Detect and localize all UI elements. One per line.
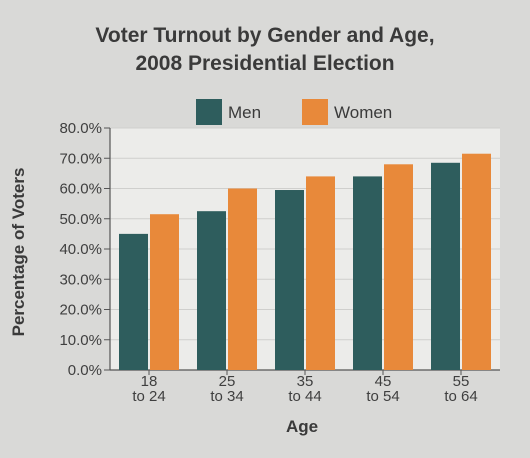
legend: Men Women [196, 99, 392, 125]
x-tick-label: 55 [453, 373, 470, 390]
bar-men-0 [119, 233, 148, 370]
x-tick-label: 18 [141, 373, 158, 390]
x-tick-label: 35 [297, 373, 314, 390]
bar-women-4 [462, 153, 491, 370]
y-tick-label: 30.0% [59, 271, 102, 288]
y-tick-label: 40.0% [59, 241, 102, 258]
y-tick-label: 10.0% [59, 332, 102, 349]
bar-women-1 [228, 188, 257, 370]
legend-swatch-men [196, 99, 222, 125]
bar-men-3 [353, 176, 382, 370]
y-tick-label: 60.0% [59, 181, 102, 198]
y-axis-title: Percentage of Voters [9, 168, 28, 337]
chart-title-line-2: 2008 Presidential Election [135, 52, 394, 75]
bar-women-0 [150, 214, 179, 370]
bar-men-4 [431, 162, 460, 370]
bar-men-1 [197, 211, 226, 370]
bar-men-2 [275, 190, 304, 370]
y-tick-label: 20.0% [59, 302, 102, 319]
legend-swatch-women [302, 99, 328, 125]
y-tick-label: 70.0% [59, 150, 102, 167]
x-tick-label: to 54 [366, 388, 399, 405]
y-tick-label: 80.0% [59, 120, 102, 137]
y-tick-label: 0.0% [68, 362, 102, 379]
legend-label-men: Men [228, 103, 261, 122]
x-tick-label: 45 [375, 373, 392, 390]
x-tick-label: to 44 [288, 388, 321, 405]
x-tick-label: to 24 [132, 388, 165, 405]
x-tick-label: to 34 [210, 388, 243, 405]
x-axis-title: Age [286, 417, 318, 436]
bar-women-3 [384, 164, 413, 370]
y-tick-label: 50.0% [59, 211, 102, 228]
legend-label-women: Women [334, 103, 392, 122]
chart-title-line-1: Voter Turnout by Gender and Age, [95, 24, 434, 47]
x-tick-label: 25 [219, 373, 236, 390]
x-tick-label: to 64 [444, 388, 477, 405]
plot-area: 0.0% 10.0% 20.0% 30.0% 40.0% 50.0% 60.0% 70.0% 8… [59, 120, 500, 405]
bar-women-2 [306, 176, 335, 370]
